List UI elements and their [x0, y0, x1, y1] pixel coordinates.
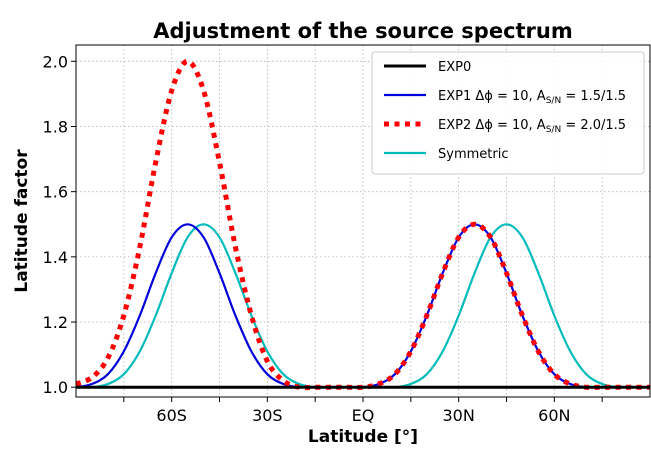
legend-item-symmetric-label: Symmetric [438, 147, 508, 162]
y-tick-label: 1.8 [43, 117, 68, 136]
axis-ticks: 60S 30S EQ 30N 60N 1.0 1.2 1.4 1.6 1.8 2.0 [43, 52, 603, 425]
y-tick-label: 1.2 [43, 313, 68, 332]
legend-box [371, 51, 645, 175]
x-tick-label: 60S [156, 406, 187, 425]
x-tick-label: 30S [252, 406, 283, 425]
legend-item-exp0-label: EXP0 [438, 60, 471, 75]
y-tick-label: 1.0 [43, 378, 68, 397]
series-layer [76, 58, 650, 391]
y-tick-label: 1.4 [43, 248, 68, 267]
x-tick-label: 60N [538, 406, 570, 425]
y-axis-label: Latitude factor [12, 149, 32, 293]
legend-item-exp2-label: EXP2 Δϕ = 10, AS/N = 2.0/1.5 [438, 118, 626, 135]
legend-item-exp1-label: EXP1 Δϕ = 10, AS/N = 1.5/1.5 [438, 89, 626, 106]
y-tick-label: 2.0 [43, 52, 68, 71]
x-axis-label: Latitude [°] [308, 427, 418, 447]
chart-title: Adjustment of the source spectrum [153, 19, 573, 43]
y-tick-label: 1.6 [43, 183, 68, 202]
x-tick-label: 30N [443, 406, 475, 425]
series-exp2-line [76, 58, 650, 391]
x-tick-label: EQ [352, 406, 375, 425]
grid [76, 45, 650, 397]
legend: EXP0 EXP1 Δϕ = 10, AS/N = 1.5/1.5 EXP2 Δϕ … [371, 51, 645, 175]
